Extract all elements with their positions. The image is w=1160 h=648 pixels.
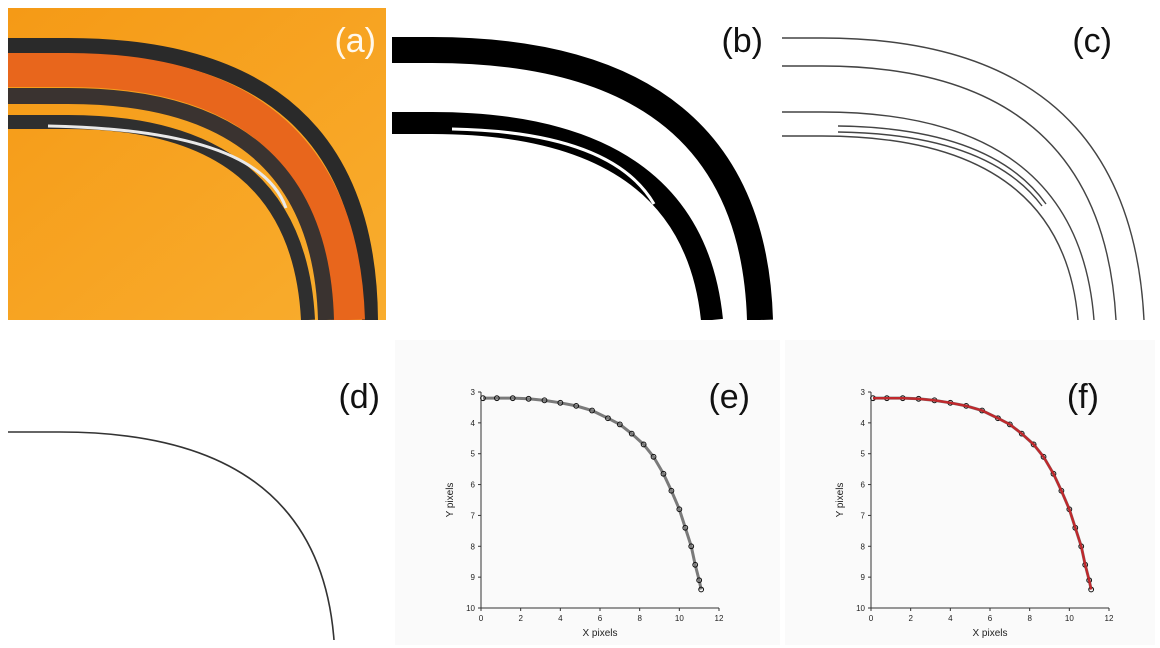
data-point: [660, 470, 667, 477]
y-axis-title: Y pixels: [835, 483, 846, 518]
data-trace: [872, 396, 1093, 590]
data-point: [628, 430, 635, 437]
data-point: [698, 586, 705, 593]
data-point: [480, 395, 486, 402]
x-axis-title: X pixels: [972, 628, 1007, 639]
panel-label-c: (c): [1072, 22, 1112, 60]
panel-label-b: (b): [721, 22, 763, 60]
data-point: [573, 402, 580, 409]
data-point: [589, 407, 595, 414]
data-point: [650, 453, 657, 460]
x-tick-label: 10: [675, 614, 684, 623]
data-point: [640, 441, 647, 448]
data-point: [676, 506, 683, 513]
panel-label-f: (f): [1066, 378, 1099, 416]
y-tick-label: 9: [471, 573, 476, 582]
x-tick-label: 0: [479, 614, 484, 623]
y-tick-label: 10: [466, 604, 475, 613]
y-tick-label: 9: [861, 573, 866, 582]
x-tick-label: 10: [1065, 614, 1074, 623]
y-tick-label: 5: [471, 450, 476, 459]
x-tick-label: 12: [1105, 614, 1114, 623]
data-point: [605, 415, 611, 422]
x-tick-label: 2: [518, 614, 523, 623]
data-trace: [482, 396, 703, 590]
y-tick-label: 6: [861, 481, 866, 490]
panel-label-d: (d): [338, 378, 380, 416]
panel-f-chart: 0 2 4 6 8 10 12 3 4 5 6 7 8 9 10 X pixels Y pixels (f): [785, 340, 1155, 645]
x-axis-title: X pixels: [582, 628, 617, 639]
x-tick-label: 2: [908, 614, 913, 623]
y-tick-label: 10: [856, 604, 865, 613]
x-tick-label: 6: [988, 614, 993, 623]
x-tick-label: 4: [948, 614, 953, 623]
y-tick-label: 7: [861, 511, 866, 520]
data-point: [525, 395, 532, 402]
x-tick-label: 6: [598, 614, 603, 623]
data-point: [1018, 430, 1025, 437]
y-tick-label: 4: [471, 419, 476, 428]
y-tick-label: 8: [471, 542, 476, 551]
panel-e-chart: 0 2 4 6 8 10 12 3 4 5 6 7 8 9 10 X pixels Y pixels (e): [395, 340, 780, 645]
binary-image: [392, 37, 773, 320]
x-tick-label: 0: [869, 614, 874, 623]
panel-label-e: (e): [708, 378, 750, 416]
edges-image: [782, 37, 1145, 320]
y-tick-label: 7: [471, 511, 476, 520]
y-tick-label: 8: [861, 542, 866, 551]
data-point: [493, 395, 500, 402]
panel-c-edges: (c): [782, 8, 1152, 320]
y-tick-label: 3: [861, 388, 866, 397]
data-point: [692, 561, 699, 568]
photo-image: [8, 8, 386, 320]
data-point: [557, 399, 564, 406]
panel-b-binary: (b): [392, 8, 777, 320]
panel-a-photo: (a): [8, 8, 386, 320]
data-point: [541, 397, 548, 404]
fit-line: [872, 396, 1093, 590]
y-tick-label: 6: [471, 481, 476, 490]
y-tick-label: 5: [861, 450, 866, 459]
y-tick-label: 3: [471, 388, 476, 397]
x-tick-label: 8: [1027, 614, 1032, 623]
data-point: [696, 577, 703, 584]
data-point: [688, 543, 695, 550]
panel-label-a: (a): [334, 22, 376, 60]
single-edge-image: [8, 431, 335, 641]
data-point: [616, 421, 623, 428]
x-tick-label: 12: [715, 614, 724, 623]
data-point: [1040, 453, 1047, 460]
data-point: [509, 395, 516, 402]
chart-e-svg: 0 2 4 6 8 10 12 3 4 5 6 7 8 9 10 X pixels Y pixels: [445, 388, 724, 639]
x-tick-label: 4: [558, 614, 563, 623]
x-tick-label: 8: [637, 614, 642, 623]
y-axis-title: Y pixels: [445, 483, 456, 518]
data-point: [668, 487, 675, 494]
chart-f-svg: 0 2 4 6 8 10 12 3 4 5 6 7 8 9 10 X pixels Y pixels: [835, 388, 1114, 639]
data-point: [1030, 441, 1037, 448]
y-tick-label: 4: [861, 419, 866, 428]
data-point: [682, 524, 689, 531]
panel-d-edge: (d): [0, 340, 388, 645]
